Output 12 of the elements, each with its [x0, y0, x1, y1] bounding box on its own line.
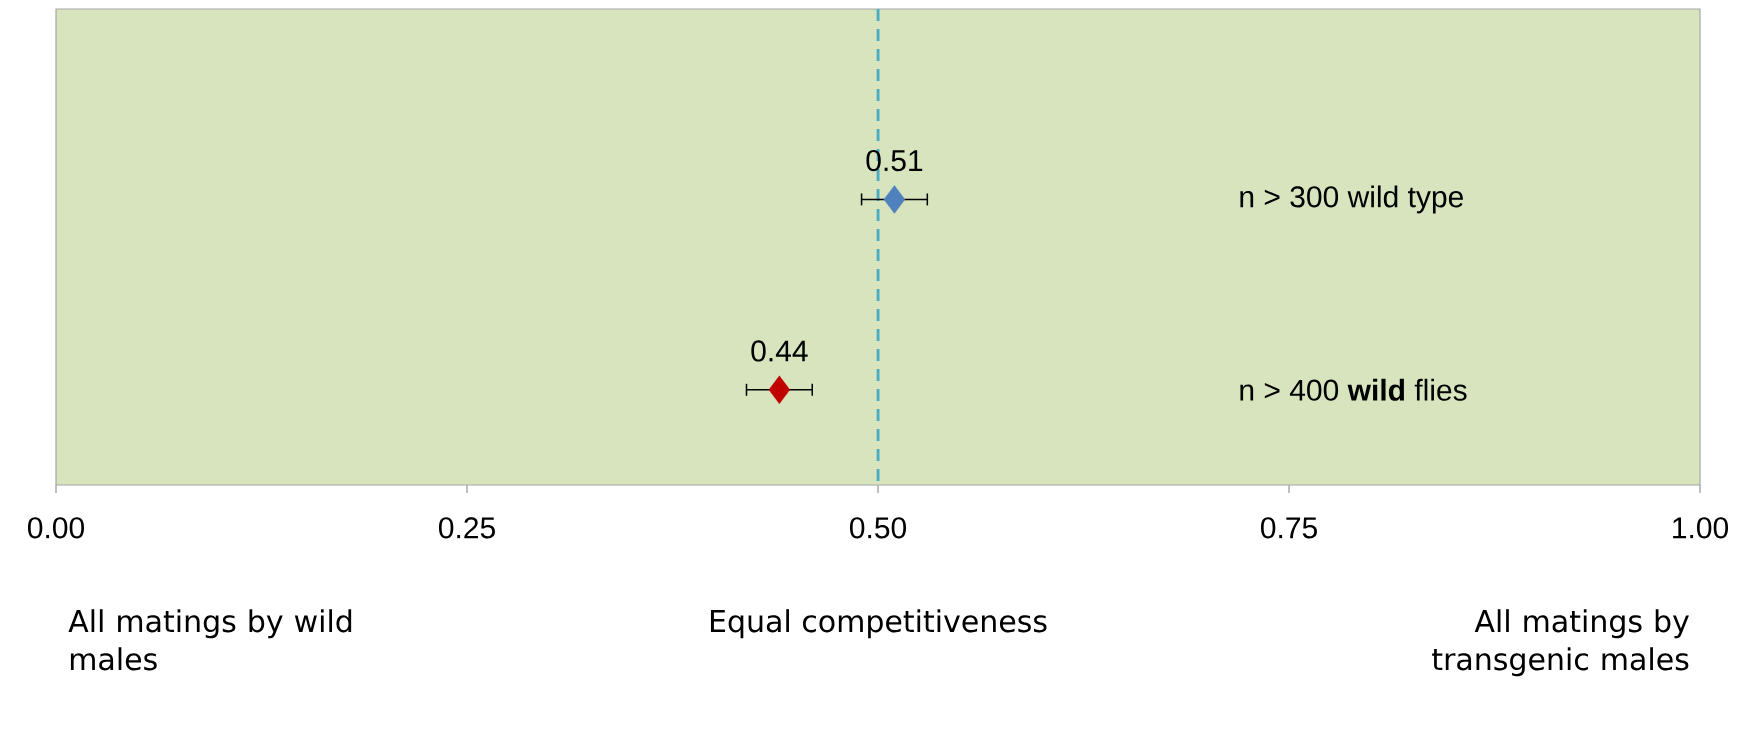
x-tick-label: 0.50	[849, 517, 907, 539]
x-tick-label: 1.00	[1673, 517, 1729, 539]
x-tick-label: 0.00	[27, 517, 85, 539]
x-tick-label: 0.25	[438, 517, 495, 539]
text: Equal competitiveness	[710, 609, 1047, 639]
text: All matings by wild males	[68, 609, 352, 671]
data-label: 0.51	[866, 149, 923, 172]
data-label: 0.44	[751, 340, 808, 362]
annotation: n > 400 wild flies	[1240, 378, 1467, 401]
x-tick-label: 0.75	[1260, 517, 1317, 539]
annotation: n > 300 wild type	[1240, 185, 1463, 214]
text: All matings by transgenic males	[1432, 609, 1689, 677]
